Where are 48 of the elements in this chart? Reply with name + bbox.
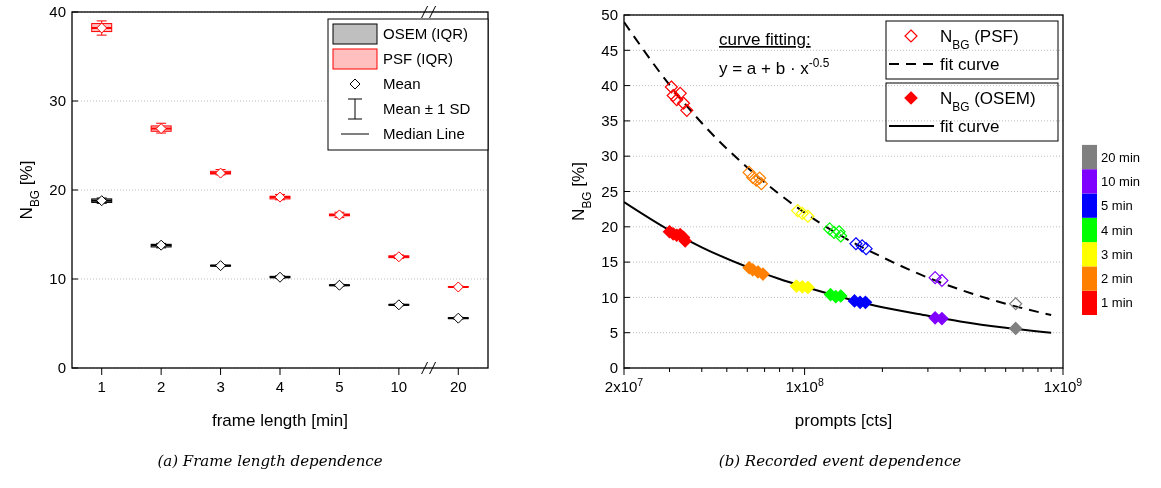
- annotation: Mean ± 1 SD: [383, 100, 471, 118]
- x-tick-label: 1x10$^{8}$: [785, 376, 824, 395]
- y-tick-label: 40: [601, 76, 618, 94]
- text: 20 min: [1101, 149, 1141, 165]
- annotation: y = a + b · x$^{-0.5}$: [719, 56, 830, 78]
- annotation: curve fitting:: [719, 30, 811, 49]
- y-tick-label: 30: [49, 92, 66, 110]
- text: (b) Recorded event dependence: [718, 452, 962, 470]
- x-tick-label: 1x10$^{9}$: [1043, 376, 1083, 395]
- legend-label: OSEM (IQR): [383, 25, 468, 43]
- x-tick-label: 4: [275, 378, 285, 395]
- x-tick-label: 2: [156, 378, 166, 395]
- y-tick-label: 10: [49, 270, 66, 288]
- text: 5 min: [1101, 198, 1133, 214]
- y-tick-label: 5: [609, 323, 618, 341]
- text: (a) Frame length dependence: [157, 452, 383, 470]
- x-tick-label: 5: [335, 378, 344, 395]
- legend-label: PSF (IQR): [383, 50, 453, 68]
- x-tick-label: 20: [449, 378, 467, 395]
- legend-label: N$_{BG}$ (OSEM): [940, 88, 1036, 114]
- y-tick-label: 35: [601, 112, 618, 130]
- x-tick-label: 2x10$^{7}$: [604, 376, 644, 395]
- annotation: Median Line: [383, 125, 465, 143]
- y-tick-label: 25: [601, 182, 618, 200]
- text: 4 min: [1101, 222, 1133, 238]
- annotation: Mean: [383, 75, 421, 93]
- y-tick-label: 50: [601, 6, 618, 24]
- legend-label: fit curve: [940, 116, 1000, 136]
- y-tick-label: 45: [601, 41, 618, 59]
- x-tick-label: 3: [216, 378, 225, 395]
- x-axis-title: prompts [cts]: [794, 411, 893, 430]
- x-tick-label: 10: [390, 378, 408, 395]
- x-axis-title: frame length [min]: [211, 411, 349, 430]
- text: 2 min: [1101, 271, 1133, 287]
- legend-label: fit curve: [940, 54, 1000, 74]
- y-tick-label: 10: [601, 288, 618, 306]
- text: 1 min: [1101, 295, 1133, 311]
- text: 10 min: [1101, 173, 1141, 189]
- legend-label: N$_{BG}$ (PSF): [940, 26, 1019, 52]
- y-tick-label: 30: [601, 147, 618, 165]
- y-tick-label: 0: [57, 359, 66, 377]
- y-tick-label: 20: [49, 181, 66, 199]
- y-tick-label: 15: [601, 253, 618, 271]
- x-tick-label: 1: [97, 378, 106, 395]
- y-tick-label: 20: [601, 218, 618, 236]
- y-tick-label: 0: [609, 359, 618, 377]
- y-tick-label: 40: [49, 3, 66, 21]
- text: 3 min: [1101, 246, 1133, 262]
